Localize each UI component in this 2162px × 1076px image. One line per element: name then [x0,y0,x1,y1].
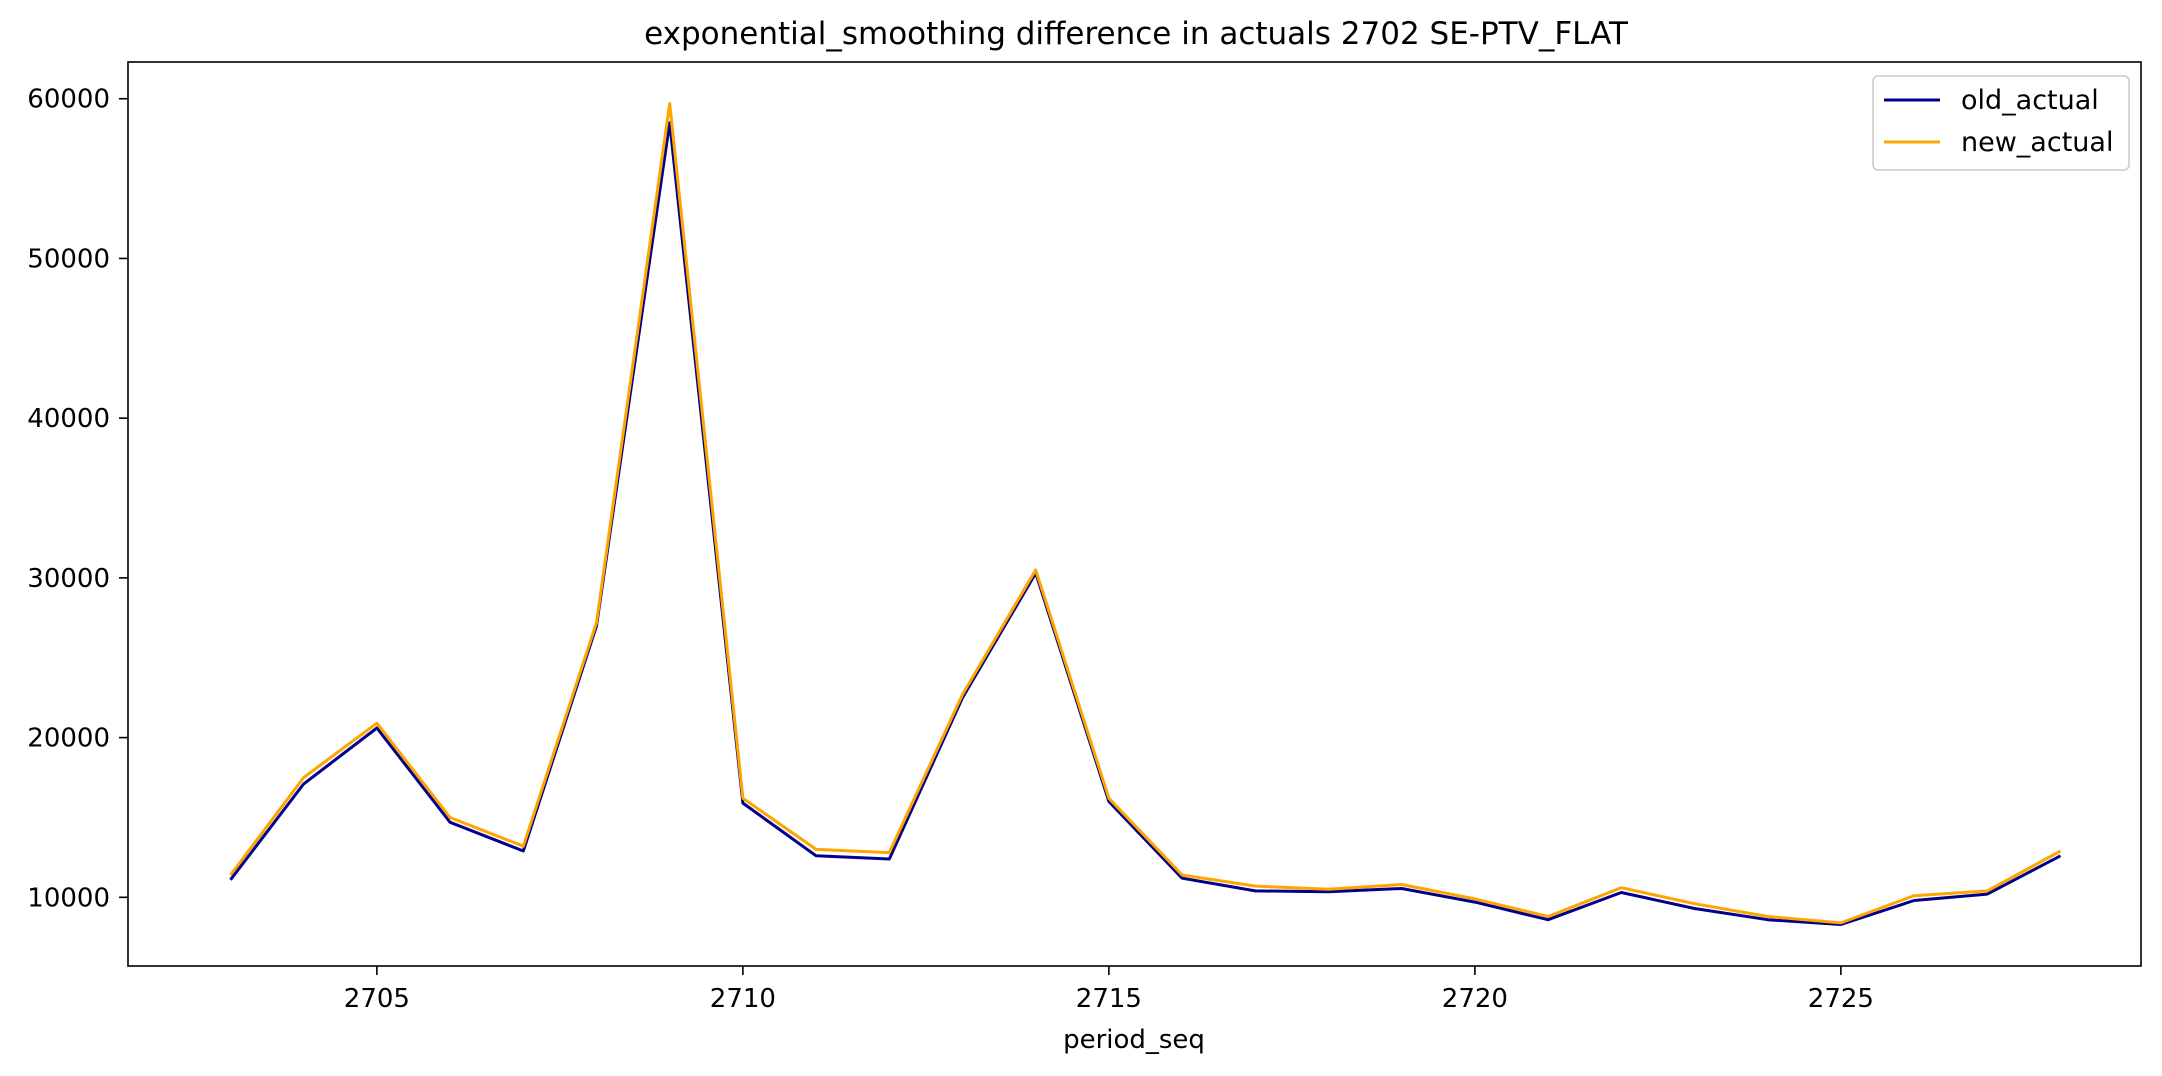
x-axis: 2705 2710 2715 2720 2725 [344,966,1874,1014]
y-tick-label: 20000 [27,724,110,754]
y-tick-label: 50000 [27,244,110,274]
plot-area [229,102,2062,926]
legend: old_actual new_actual [1872,75,2130,171]
series-line-new-actual [229,102,2062,925]
x-axis-label: period_seq [1063,1025,1205,1055]
y-tick-label: 10000 [27,883,110,913]
y-axis: 10000 20000 30000 40000 50000 60000 [27,85,128,913]
x-tick-label: 2710 [710,984,776,1014]
legend-label-old-actual: old_actual [1961,85,2099,116]
x-tick-label: 2725 [1808,984,1874,1014]
x-tick-label: 2720 [1442,984,1508,1014]
legend-label-new-actual: new_actual [1961,127,2113,158]
y-tick-label: 40000 [27,404,110,434]
series-line-old-actual [229,121,2062,926]
x-tick-label: 2705 [344,984,410,1014]
plot-frame [127,61,2142,967]
chart-title: exponential_smoothing difference in actu… [644,16,1629,52]
y-tick-label: 60000 [27,85,110,115]
x-tick-label: 2715 [1076,984,1142,1014]
y-tick-label: 30000 [27,564,110,594]
